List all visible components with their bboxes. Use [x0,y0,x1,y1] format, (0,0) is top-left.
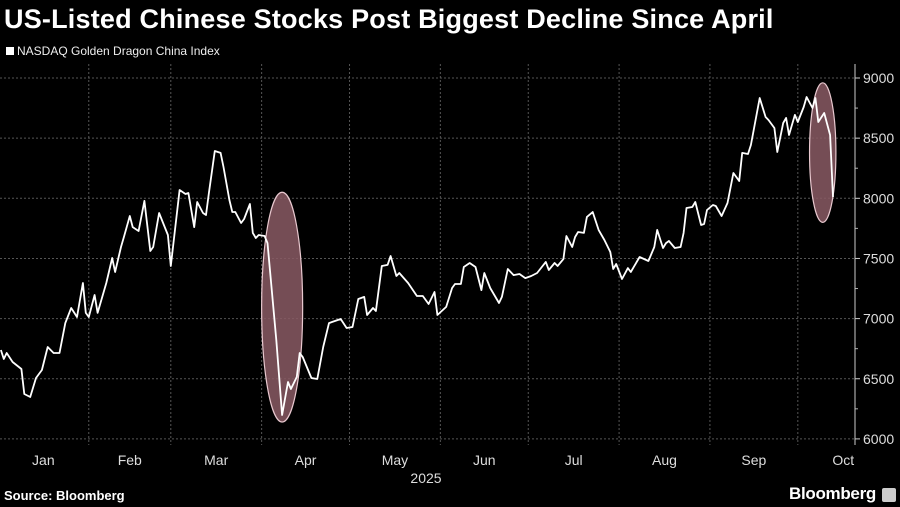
x-tick-label: Aug [652,452,677,468]
y-tick-label: 7500 [863,250,894,266]
bloomberg-logo: Bloomberg [788,484,876,503]
chart-title: US-Listed Chinese Stocks Post Biggest De… [4,4,774,34]
y-tick-label: 7000 [863,311,894,327]
y-tick-label: 9000 [863,70,894,86]
y-tick-label: 6500 [863,371,894,387]
series [0,96,834,416]
y-tick-label: 8500 [863,130,894,146]
x-tick-label: May [382,452,408,468]
legend-swatch [6,47,14,55]
x-tick-label: Jul [565,452,583,468]
highlight-ellipse [261,191,304,423]
x-tick-label: Feb [118,452,142,468]
x-tick-label: Mar [204,452,228,468]
x-tick-label: Jan [32,452,55,468]
x-tick-label: Oct [832,452,854,468]
x-tick-label: Apr [295,452,317,468]
x-tick-label: Jun [473,452,496,468]
axes: 6000 6500 7000 7500 8000 8500 9000 Jan Feb Mar Apr… [32,64,894,486]
y-tick-label: 8000 [863,190,894,206]
legend-label: NASDAQ Golden Dragon China Index [17,44,220,58]
x-axis-year-label: 2025 [410,470,441,486]
highlight-ellipse [808,82,837,223]
grid [0,64,855,445]
x-tick-label: Sep [741,452,766,468]
highlights [261,82,837,423]
series-line-golden-dragon [0,96,834,416]
legend: NASDAQ Golden Dragon China Index [6,44,220,58]
y-tick-label: 6000 [863,431,894,447]
source-note: Source: Bloomberg [4,488,125,503]
chart-icon [882,488,896,502]
